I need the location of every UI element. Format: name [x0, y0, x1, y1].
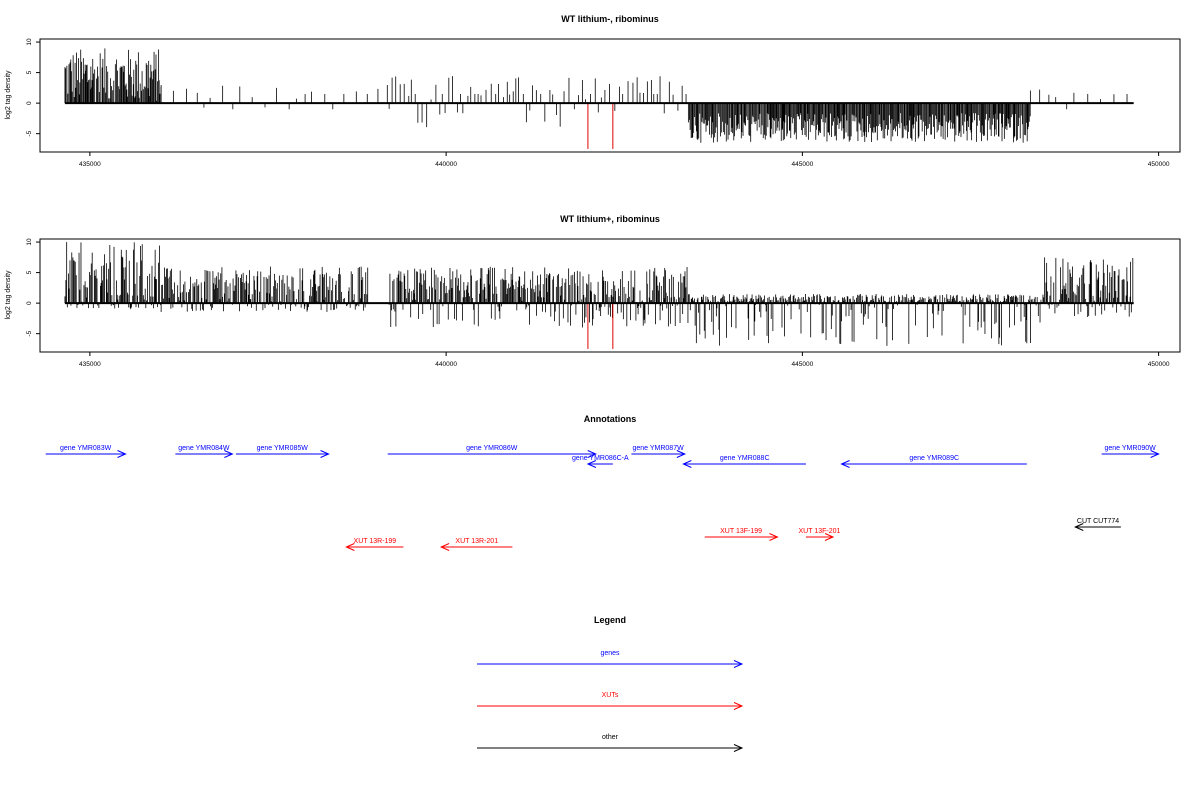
arrowhead-icon — [117, 450, 127, 458]
legend-title: Legend — [594, 615, 626, 625]
arrowhead-icon — [824, 533, 835, 541]
y-tick-label: 0 — [26, 101, 33, 105]
arrowhead-icon — [586, 460, 597, 468]
x-tick-label: 435000 — [79, 161, 101, 168]
arrowhead-icon — [587, 450, 597, 458]
y-tick-label: 10 — [26, 238, 33, 246]
annotations-panel: Annotations gene YMR083W gene YMR084W gene… — [45, 414, 1160, 551]
feature-cut-cut774: CUT CUT774 — [1074, 518, 1121, 531]
legend-label: genes — [600, 650, 620, 657]
panel1-axes: 435000 440000 445000 450000 -5 0 5 10 — [26, 38, 1170, 168]
legend-items: genes XUTs other — [477, 650, 744, 752]
x-tick-label: 440000 — [435, 161, 457, 168]
annotations-title: Annotations — [584, 414, 637, 424]
feature-label: gene YMR090W — [1105, 445, 1157, 452]
feature-label: XUT 13F-201 — [799, 528, 841, 535]
feature-xut-13r-201: XUT 13R-201 — [439, 538, 513, 551]
feature-label: XUT 13R-199 — [354, 538, 397, 545]
x-tick-label: 450000 — [1148, 161, 1170, 168]
panel1-ylabel: log2 tag density — [5, 70, 12, 120]
feature-xut-13r-199: XUT 13R-199 — [345, 538, 404, 551]
arrowhead-icon — [439, 543, 450, 551]
feature-gene-ymr089c: gene YMR089C — [840, 455, 1027, 468]
legend-label: XUTs — [602, 692, 619, 699]
legend-label: other — [602, 734, 619, 741]
arrowhead-icon — [320, 450, 330, 458]
legend-panel: Legend genes XUTs other — [477, 615, 744, 752]
feature-label: gene YMR088C — [720, 455, 770, 462]
arrowhead-icon — [345, 543, 355, 551]
x-tick-label: 440000 — [435, 361, 457, 368]
panel-lithium-minus: WT lithium-, ribominus log2 tag density … — [5, 14, 1181, 168]
feature-gene-ymr087w: gene YMR087W — [631, 445, 687, 458]
annotation-features: gene YMR083W gene YMR084W gene YMR085W gene… — [45, 445, 1160, 551]
arrowhead-icon — [1150, 450, 1160, 458]
feature-label: gene YMR086W — [466, 445, 518, 452]
y-tick-label: 5 — [26, 70, 33, 74]
feature-label: gene YMR087W — [632, 445, 684, 452]
legend-item-xuts: XUTs — [477, 692, 744, 710]
feature-xut-13f-199: XUT 13F-199 — [704, 528, 779, 541]
y-tick-label: 0 — [26, 301, 33, 305]
arrowhead-icon — [733, 744, 744, 752]
feature-label: gene YMR084W — [178, 445, 230, 452]
feature-label: gene YMR085W — [257, 445, 309, 452]
panel2-title: WT lithium+, ribominus — [560, 214, 660, 224]
panel2-bars — [64, 242, 1134, 349]
legend-item-genes: genes — [477, 650, 744, 668]
x-tick-label: 450000 — [1148, 361, 1170, 368]
arrowhead-icon — [682, 460, 692, 468]
feature-gene-ymr086w: gene YMR086W — [387, 445, 597, 458]
panel1-bars — [64, 48, 1134, 149]
feature-gene-ymr083w: gene YMR083W — [45, 445, 127, 458]
feature-gene-ymr085w: gene YMR085W — [235, 445, 330, 458]
y-tick-label: -5 — [26, 130, 33, 136]
panel1-frame — [39, 38, 1181, 153]
feature-gene-ymr090w: gene YMR090W — [1101, 445, 1160, 458]
feature-xut-13f-201: XUT 13F-201 — [799, 528, 841, 541]
y-tick-label: 5 — [26, 270, 33, 274]
arrowhead-icon — [224, 450, 234, 458]
x-tick-label: 445000 — [792, 161, 814, 168]
arrowhead-icon — [676, 450, 687, 458]
arrowhead-icon — [1074, 523, 1084, 531]
feature-label: XUT 13R-201 — [455, 538, 498, 545]
feature-label: gene YMR086C-A — [572, 455, 629, 462]
arrowhead-icon — [840, 460, 850, 468]
feature-label: CUT CUT774 — [1077, 518, 1119, 525]
y-tick-label: -5 — [26, 330, 33, 336]
arrowhead-icon — [733, 660, 744, 668]
feature-label: XUT 13F-199 — [720, 528, 762, 535]
feature-gene-ymr084w: gene YMR084W — [175, 445, 234, 458]
feature-gene-ymr088c: gene YMR088C — [682, 455, 806, 468]
feature-label: gene YMR089C — [909, 455, 959, 462]
feature-gene-ymr086c-a: gene YMR086C-A — [572, 455, 629, 468]
legend-item-other: other — [477, 734, 744, 752]
panel1-title: WT lithium-, ribominus — [561, 14, 659, 24]
arrowhead-icon — [733, 702, 744, 710]
x-tick-label: 445000 — [792, 361, 814, 368]
x-tick-label: 435000 — [79, 361, 101, 368]
panel2-frame — [39, 238, 1181, 353]
panel2-ylabel: log2 tag density — [5, 270, 12, 320]
y-tick-label: 10 — [26, 38, 33, 46]
panel-lithium-plus: WT lithium+, ribominus log2 tag density … — [5, 214, 1181, 368]
arrowhead-icon — [769, 533, 779, 541]
feature-label: gene YMR083W — [60, 445, 112, 452]
panel2-axes: 435000 440000 445000 450000 -5 0 5 10 — [26, 238, 1170, 368]
